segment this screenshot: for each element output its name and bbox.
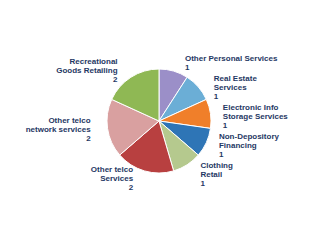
svg-text:2: 2 [113, 75, 118, 84]
svg-text:Other telco: Other telco [91, 165, 133, 174]
svg-text:network services: network services [26, 125, 91, 134]
svg-text:1: 1 [219, 150, 224, 159]
svg-text:Services: Services [100, 174, 133, 183]
svg-text:Other Personal Services: Other Personal Services [185, 54, 278, 63]
svg-text:2: 2 [86, 134, 91, 143]
svg-text:Non-Depository: Non-Depository [219, 132, 280, 141]
svg-text:Goods Retailing: Goods Retailing [56, 66, 117, 75]
svg-text:Recreational: Recreational [70, 57, 118, 66]
svg-text:1: 1 [214, 92, 219, 101]
svg-text:Real Estate: Real Estate [214, 74, 258, 83]
svg-text:Electronic Info: Electronic Info [223, 103, 279, 112]
svg-text:1: 1 [223, 121, 228, 130]
svg-text:Services: Services [214, 83, 247, 92]
svg-text:1: 1 [185, 63, 190, 72]
svg-text:Clothing: Clothing [200, 161, 233, 170]
svg-text:1: 1 [200, 179, 205, 188]
svg-text:Financing: Financing [219, 141, 257, 150]
svg-text:Other telco: Other telco [48, 116, 90, 125]
svg-text:Retail: Retail [200, 170, 222, 179]
svg-text:Storage Services: Storage Services [223, 112, 288, 121]
svg-text:2: 2 [129, 183, 134, 192]
